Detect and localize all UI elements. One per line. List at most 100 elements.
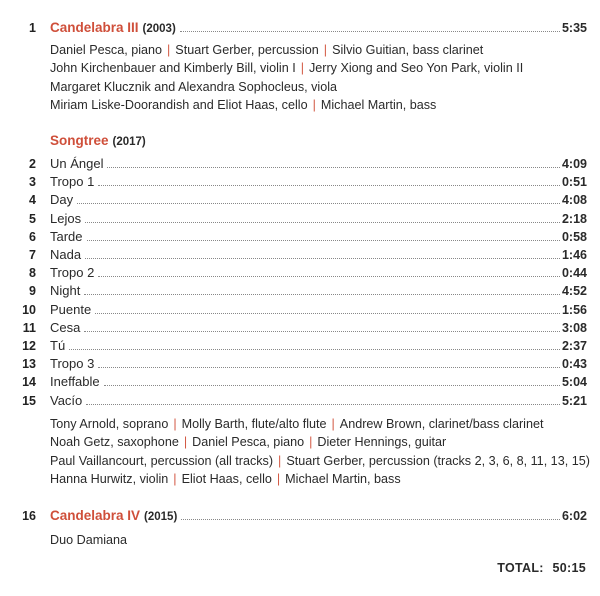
track-title: Day — [50, 192, 74, 208]
total-value: 50:15 — [552, 561, 586, 575]
performer: Paul Vaillancourt, percussion (all track… — [50, 453, 274, 468]
track-duration: 5:04 — [561, 375, 587, 390]
track-title-line: Lejos 2:18 — [50, 210, 587, 228]
track-row: 7 Nada 1:46 — [0, 246, 600, 264]
track-row: 10 Puente 1:56 — [0, 301, 600, 319]
track-title: Candelabra IV — [50, 508, 141, 523]
track-title-line: Vacío 5:21 — [50, 392, 587, 410]
performer: Andrew Brown, clarinet/bass clarinet — [339, 417, 544, 431]
dot-leader — [98, 275, 560, 278]
performer: Tony Arnold, soprano — [50, 417, 169, 431]
performer-line: Duo Damiana — [50, 531, 127, 549]
track-number: 6 — [29, 229, 36, 244]
track-duration: 2:37 — [561, 339, 587, 353]
performer-line: Noah Getz, saxophone | Daniel Pesca, piano… — [50, 433, 446, 451]
performer-line: John Kirchenbauer and Kimberly Bill, vio… — [50, 59, 523, 77]
track-duration: 6:02 — [561, 509, 587, 523]
performer: Stuart Gerber, percussion — [175, 43, 319, 57]
track-duration: 3:08 — [561, 320, 587, 335]
track-title: Ineffable — [50, 374, 100, 390]
separator: | — [278, 453, 282, 468]
track-title-line: Tarde 0:58 — [50, 228, 587, 246]
performer: Miriam Liske-Doorandish and Eliot Haas, … — [50, 98, 308, 113]
track-duration: 5:35 — [561, 21, 587, 35]
track-title-line: Ineffable 5:04 — [50, 373, 587, 391]
track-row: 4 Day 4:08 — [0, 191, 600, 209]
track-duration: 1:56 — [561, 302, 587, 317]
track-title-line: Tropo 3 0:43 — [50, 355, 587, 373]
track-duration: 4:09 — [561, 157, 587, 171]
track-title: Tropo 3 — [50, 356, 95, 372]
track-row: 15 Vacío 5:21 — [0, 392, 600, 410]
performer-line: Miriam Liske-Doorandish and Eliot Haas, … — [50, 96, 436, 114]
track-title-line: Candelabra III (2003) 5:35 — [50, 19, 587, 38]
track-row: 5 Lejos 2:18 — [0, 210, 600, 228]
songtree-year: (2017) — [112, 136, 146, 148]
track-title: Un Ángel — [50, 156, 104, 171]
track-title: Cesa — [50, 319, 81, 335]
dot-leader — [86, 239, 560, 241]
track-duration: 0:43 — [561, 357, 587, 372]
performer: Michael Martin, bass — [320, 98, 437, 113]
songtree-title: Songtree — [50, 133, 109, 148]
dot-leader — [84, 330, 560, 332]
performer: Daniel Pesca, piano — [50, 43, 163, 57]
performer: Eliot Haas, cello — [181, 472, 272, 487]
track-duration: 4:52 — [561, 284, 587, 299]
performer: Margaret Klucznik and Alexandra Sophocle… — [50, 79, 338, 94]
composition-year: (2003) — [142, 23, 176, 35]
track-number: 15 — [22, 393, 36, 408]
track-number: 8 — [29, 266, 36, 281]
track-row: 2 Un Ángel 4:09 — [0, 155, 600, 173]
track-title: Tarde — [50, 228, 83, 244]
performer-line: Tony Arnold, soprano | Molly Barth, flute/… — [50, 415, 544, 433]
performer: Noah Getz, saxophone — [50, 435, 179, 450]
dot-leader — [107, 166, 560, 168]
track-row: 14 Ineffable 5:04 — [0, 373, 600, 391]
track-title: Candelabra III — [50, 20, 139, 35]
dot-leader — [85, 221, 560, 223]
track-number: 7 — [29, 248, 36, 262]
track-number: 5 — [29, 211, 36, 226]
track-row: 8 Tropo 2 0:44 — [0, 264, 600, 282]
dot-leader — [181, 518, 560, 520]
separator: | — [312, 98, 316, 113]
performer: Jerry Xiong and Seo Yon Park, violin II — [308, 61, 524, 76]
songtree-heading: Songtree (2017) — [0, 132, 600, 150]
performer: Stuart Gerber, percussion (tracks 2, 3, … — [286, 453, 590, 468]
dot-leader — [84, 293, 560, 296]
track-row: 16 Candelabra IV (2015) 6:02 — [0, 507, 600, 525]
songtree-title-line: Songtree (2017) — [50, 132, 146, 151]
separator: | — [276, 472, 281, 487]
performer: Silvio Guitian, bass clarinet — [332, 43, 484, 57]
performer-line: Hanna Hurwitz, violin | Eliot Haas, cello |… — [50, 470, 401, 488]
track-number: 13 — [22, 357, 36, 372]
track-number: 14 — [22, 375, 36, 390]
performer: John Kirchenbauer and Kimberly Bill, vio… — [50, 61, 296, 76]
performer: Duo Damiana — [50, 533, 128, 547]
performer: Dieter Hennings, guitar — [317, 435, 447, 450]
track-number: 11 — [22, 320, 36, 335]
performer-line: Margaret Klucznik and Alexandra Sophocle… — [50, 78, 337, 96]
track-duration: 0:58 — [561, 229, 587, 244]
dot-leader — [69, 348, 560, 350]
track-number: 10 — [22, 302, 36, 317]
total-duration: TOTAL: 50:15 — [497, 561, 586, 575]
track-title: Nada — [50, 247, 82, 262]
track-title-line: Un Ángel 4:09 — [50, 155, 587, 173]
track-title-line: Candelabra IV (2015) 6:02 — [50, 507, 587, 526]
track-title-line: Nada 1:46 — [50, 246, 587, 264]
track-title-line: Night 4:52 — [50, 282, 587, 300]
track-duration: 5:21 — [561, 393, 587, 408]
track-number: 3 — [29, 175, 36, 190]
track-row: 12 Tú 2:37 — [0, 337, 600, 355]
track-duration: 2:18 — [561, 211, 587, 226]
dot-leader — [86, 403, 560, 405]
composition-year: (2015) — [144, 511, 178, 523]
track-title: Tú — [50, 338, 66, 353]
track-title-line: Puente 1:56 — [50, 301, 587, 319]
dot-leader — [95, 312, 560, 314]
track-title: Tropo 2 — [50, 265, 95, 281]
dot-leader — [103, 384, 560, 387]
separator: | — [167, 43, 171, 57]
